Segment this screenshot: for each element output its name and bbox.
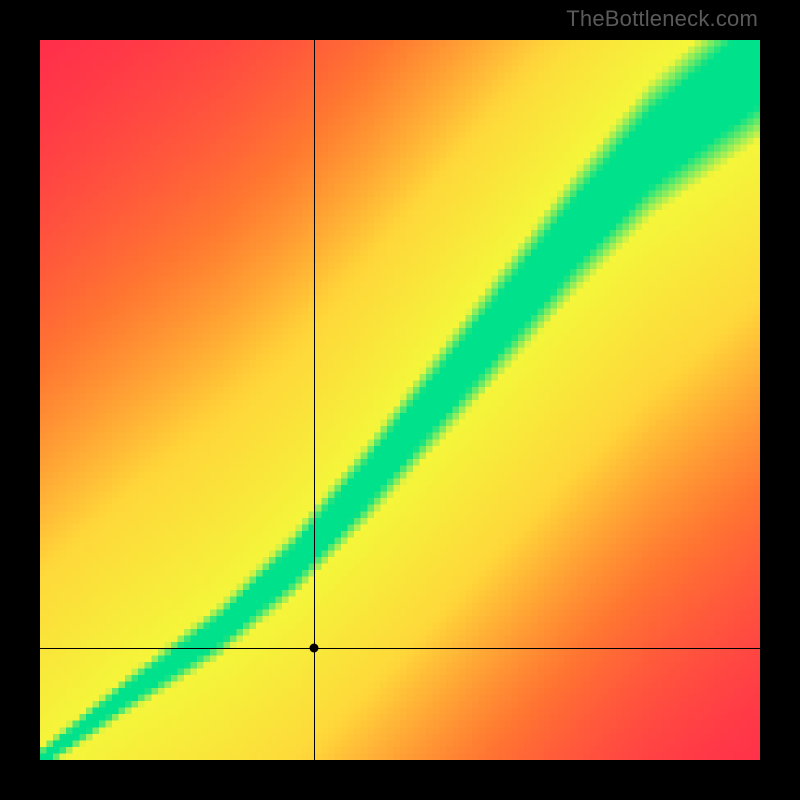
watermark-text: TheBottleneck.com bbox=[566, 6, 758, 32]
crosshair-marker bbox=[309, 644, 318, 653]
heatmap-canvas bbox=[40, 40, 760, 760]
plot-area bbox=[40, 40, 760, 760]
crosshair-horizontal bbox=[40, 648, 760, 649]
